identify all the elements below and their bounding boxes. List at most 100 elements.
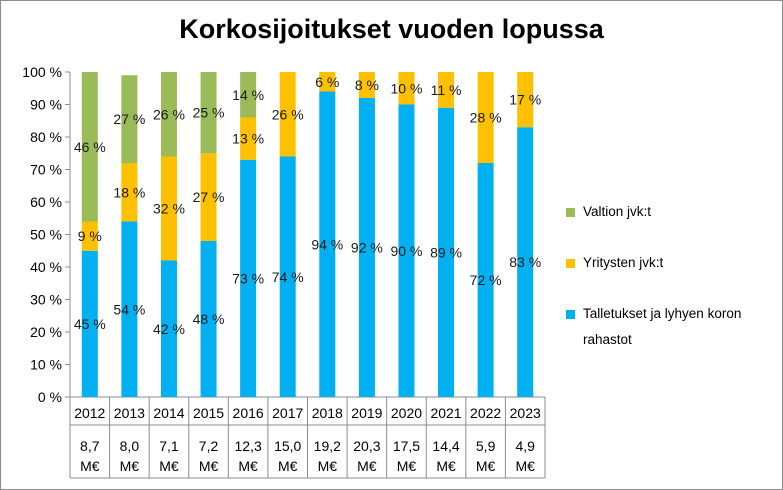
legend-item: Yritysten jvk:t bbox=[566, 255, 776, 273]
data-label: 89 % bbox=[430, 244, 462, 260]
total-unit: M€ bbox=[278, 458, 298, 474]
y-tick-label: 100 % bbox=[22, 64, 62, 80]
data-label: 32 % bbox=[153, 201, 185, 217]
data-label: 10 % bbox=[390, 80, 422, 96]
category-label: 2017 bbox=[272, 405, 303, 421]
y-tick-label: 40 % bbox=[30, 259, 62, 275]
category-label: 2022 bbox=[470, 405, 501, 421]
y-tick-label: 20 % bbox=[30, 324, 62, 340]
category-label: 2019 bbox=[351, 405, 382, 421]
y-tick-label: 30 % bbox=[30, 292, 62, 308]
bar-segment-yritysten-jvk-t bbox=[200, 153, 217, 241]
legend-item: Talletukset ja lyhyen koron rahastot bbox=[566, 306, 776, 350]
category-label: 2016 bbox=[233, 405, 264, 421]
bar-segment-valtion-jvk-t bbox=[121, 75, 138, 163]
legend-label: Yritysten jvk:t bbox=[583, 255, 664, 270]
bar-segment-yritysten-jvk-t bbox=[398, 72, 415, 105]
total-unit: M€ bbox=[318, 458, 338, 474]
bar-segment-talletukset-ja-lyhyen-koron-rahastot bbox=[398, 104, 415, 397]
bar-segment-yritysten-jvk-t bbox=[319, 72, 336, 92]
data-label: 73 % bbox=[232, 270, 264, 286]
total-unit: M€ bbox=[199, 458, 219, 474]
data-label: 13 % bbox=[232, 131, 264, 147]
total-unit: M€ bbox=[238, 458, 258, 474]
data-label: 18 % bbox=[113, 184, 145, 200]
category-label: 2013 bbox=[114, 405, 145, 421]
category-label: 2018 bbox=[312, 405, 343, 421]
total-value: 19,2 bbox=[314, 438, 341, 454]
bar-segment-talletukset-ja-lyhyen-koron-rahastot bbox=[121, 221, 138, 397]
chart-title: Korkosijoitukset vuoden lopussa bbox=[179, 14, 604, 44]
bar-segment-yritysten-jvk-t bbox=[477, 72, 494, 163]
category-label: 2014 bbox=[153, 405, 184, 421]
data-label: 14 % bbox=[232, 87, 264, 103]
data-label: 8 % bbox=[355, 77, 379, 93]
data-label: 92 % bbox=[351, 240, 383, 256]
category-label: 2021 bbox=[430, 405, 461, 421]
data-label: 72 % bbox=[470, 272, 502, 288]
legend-swatch bbox=[566, 259, 575, 268]
data-label: 90 % bbox=[390, 243, 422, 259]
data-label: 46 % bbox=[74, 139, 106, 155]
bar-segment-valtion-jvk-t bbox=[160, 72, 177, 157]
data-label: 11 % bbox=[431, 82, 462, 98]
total-unit: M€ bbox=[515, 458, 535, 474]
data-label: 74 % bbox=[272, 269, 304, 285]
bar-segment-talletukset-ja-lyhyen-koron-rahastot bbox=[279, 156, 296, 397]
bar-segment-valtion-jvk-t bbox=[200, 72, 217, 154]
y-tick-label: 0 % bbox=[38, 389, 62, 405]
total-unit: M€ bbox=[397, 458, 417, 474]
data-label: 45 % bbox=[74, 316, 106, 332]
total-value: 7,2 bbox=[199, 438, 219, 454]
total-unit: M€ bbox=[120, 458, 140, 474]
data-label: 27 % bbox=[113, 111, 145, 127]
y-tick-label: 50 % bbox=[30, 227, 62, 243]
total-value: 5,9 bbox=[476, 438, 496, 454]
bar-segment-yritysten-jvk-t bbox=[438, 72, 455, 108]
bar-segment-valtion-jvk-t bbox=[81, 72, 98, 222]
bar-segment-yritysten-jvk-t bbox=[240, 117, 257, 160]
total-unit: M€ bbox=[357, 458, 377, 474]
total-value: 12,3 bbox=[235, 438, 262, 454]
bar-segment-talletukset-ja-lyhyen-koron-rahastot bbox=[477, 163, 494, 397]
total-value: 8,0 bbox=[120, 438, 140, 454]
category-label: 2023 bbox=[510, 405, 541, 421]
total-value: 7,1 bbox=[159, 438, 179, 454]
legend-swatch bbox=[566, 310, 575, 319]
total-value: 15,0 bbox=[274, 438, 301, 454]
y-tick-label: 10 % bbox=[30, 357, 62, 373]
data-label: 17 % bbox=[509, 92, 541, 108]
category-label: 2012 bbox=[74, 405, 105, 421]
category-label: 2020 bbox=[391, 405, 422, 421]
bar-segment-talletukset-ja-lyhyen-koron-rahastot bbox=[517, 127, 534, 397]
total-unit: M€ bbox=[159, 458, 179, 474]
total-value: 8,7 bbox=[80, 438, 100, 454]
bar-segment-talletukset-ja-lyhyen-koron-rahastot bbox=[240, 159, 257, 397]
data-label: 94 % bbox=[311, 236, 343, 252]
data-label: 48 % bbox=[193, 311, 225, 327]
y-tick-label: 80 % bbox=[30, 129, 62, 145]
data-label: 26 % bbox=[272, 106, 304, 122]
total-value: 17,5 bbox=[393, 438, 420, 454]
bar-segment-talletukset-ja-lyhyen-koron-rahastot bbox=[319, 91, 336, 397]
data-label: 26 % bbox=[153, 106, 185, 122]
y-tick-label: 60 % bbox=[30, 194, 62, 210]
bar-segment-yritysten-jvk-t bbox=[121, 163, 138, 222]
category-label: 2015 bbox=[193, 405, 224, 421]
bar-segment-talletukset-ja-lyhyen-koron-rahastot bbox=[160, 260, 177, 397]
bar-segment-talletukset-ja-lyhyen-koron-rahastot bbox=[358, 98, 375, 397]
data-label: 28 % bbox=[470, 110, 502, 126]
total-unit: M€ bbox=[476, 458, 496, 474]
bar-segment-yritysten-jvk-t bbox=[160, 156, 177, 261]
total-value: 20,3 bbox=[353, 438, 380, 454]
data-label: 42 % bbox=[153, 321, 185, 337]
legend-swatch bbox=[566, 208, 575, 217]
legend-label: Talletukset ja lyhyen koron rahastot bbox=[583, 306, 742, 347]
bar-segment-yritysten-jvk-t bbox=[517, 72, 534, 128]
total-value: 14,4 bbox=[432, 438, 459, 454]
data-label: 9 % bbox=[78, 228, 102, 244]
data-label: 27 % bbox=[193, 189, 225, 205]
bar-segment-valtion-jvk-t bbox=[240, 72, 257, 118]
data-label: 6 % bbox=[315, 74, 339, 90]
